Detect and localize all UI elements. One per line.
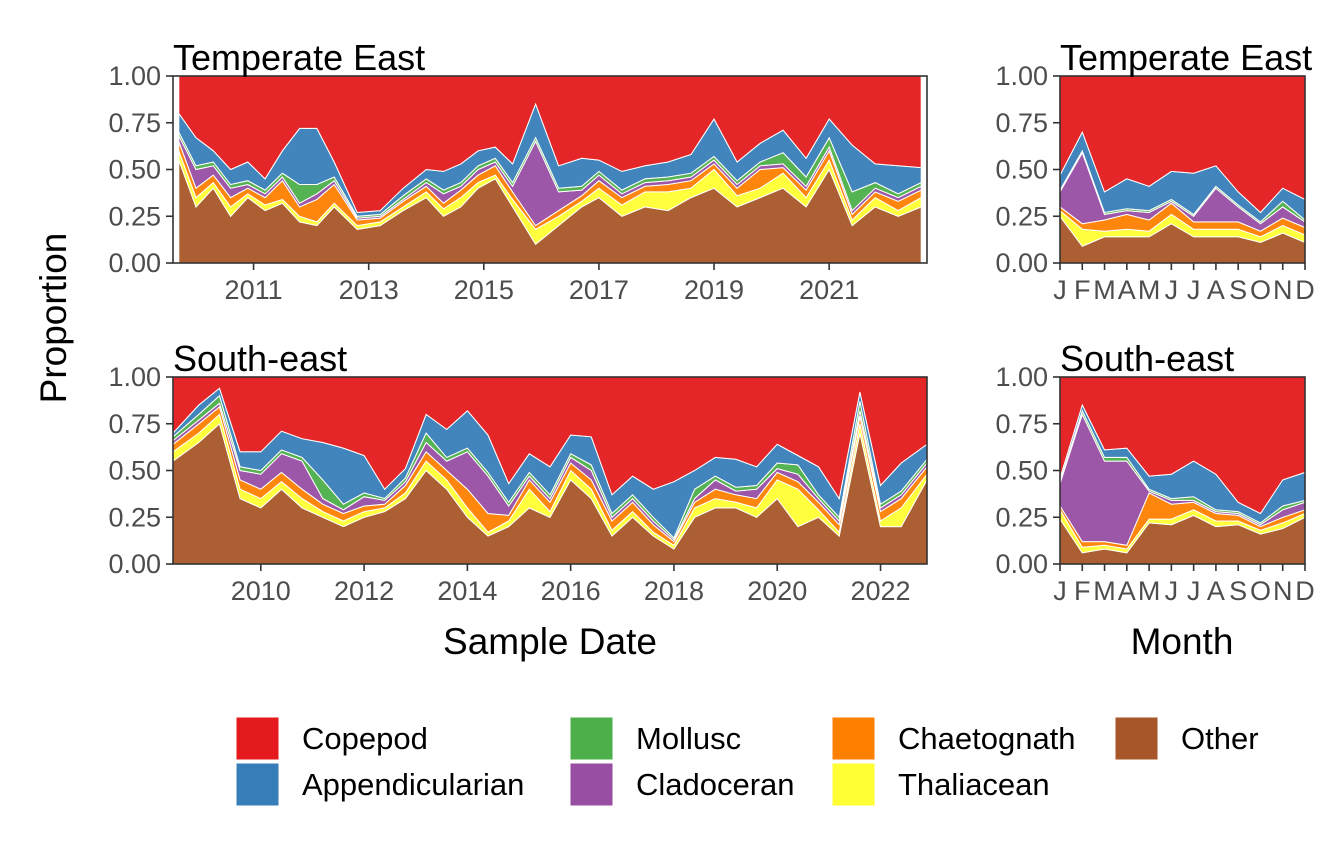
legend-item-cladoceran: Cladoceran xyxy=(569,762,795,807)
panel-month-temperate-east: 0.000.250.500.751.00J F M A M J J A S O N DTemperat… xyxy=(995,37,1314,305)
chart-panels: 0.00 0.25 0.50 0.75 1.00 2011 2013 2015 2017 2019… xyxy=(108,37,1314,606)
legend-item-appendicularian: Appendicularian xyxy=(235,762,524,807)
x-tick-label: J xyxy=(1187,576,1201,606)
panel-gap xyxy=(173,76,179,263)
legend-swatch xyxy=(1114,716,1159,761)
x-tick-label: 2013 xyxy=(339,275,399,305)
x-tick-label: 2015 xyxy=(454,275,514,305)
legend-item-mollusc: Mollusc xyxy=(569,716,741,761)
panel-time-temperate-east: 0.00 0.25 0.50 0.75 1.00 2011 2013 2015 2017 2019… xyxy=(108,37,928,305)
legend-swatch xyxy=(569,716,614,761)
x-tick-label: O xyxy=(1250,275,1271,305)
y-tick-label: 0.25 xyxy=(108,201,161,231)
legend-item-thaliacean: Thaliacean xyxy=(831,762,1050,807)
x-tick-label: 2022 xyxy=(850,576,910,606)
x-tick-label: M xyxy=(1093,576,1116,606)
x-tick-label: F xyxy=(1074,576,1091,606)
y-tick-label: 0.75 xyxy=(108,108,161,138)
y-tick-label: 0.25 xyxy=(995,201,1048,231)
panel-title: South-east xyxy=(173,338,347,379)
y-tick-label: 1.00 xyxy=(995,362,1048,392)
legend-label: Copepod xyxy=(302,721,428,756)
x-tick-label: 2018 xyxy=(644,576,704,606)
y-tick-label: 0.50 xyxy=(108,155,161,185)
legend: Copepod Appendicularian Mollusc Cladoceran C… xyxy=(235,716,1259,807)
x-tick-label: 2014 xyxy=(437,576,497,606)
x-tick-label: 2012 xyxy=(334,576,394,606)
panel-title: Temperate East xyxy=(1060,37,1312,78)
x-tick-label: S xyxy=(1229,576,1247,606)
y-tick-label: 1.00 xyxy=(108,362,161,392)
y-tick-label: 0.50 xyxy=(995,155,1048,185)
y-tick-label: 0.50 xyxy=(995,456,1048,486)
legend-swatch xyxy=(235,716,280,761)
panel-month-south-east: 0.000.250.500.751.00J F M A M J J A S O N DSouth-ea… xyxy=(995,338,1314,606)
y-tick-label: 1.00 xyxy=(108,61,161,91)
legend-label: Appendicularian xyxy=(302,767,524,802)
x-tick-label: M xyxy=(1138,275,1161,305)
x-tick-label: 2021 xyxy=(799,275,859,305)
legend-label: Other xyxy=(1181,721,1259,756)
legend-item-chaetognath: Chaetognath xyxy=(831,716,1076,761)
y-tick-label: 0.00 xyxy=(108,248,161,278)
legend-label: Thaliacean xyxy=(898,767,1050,802)
x-axis-title-month: Month xyxy=(1131,621,1234,662)
panel-title: South-east xyxy=(1060,338,1234,379)
x-tick-label: M xyxy=(1138,576,1161,606)
x-tick-label: 2016 xyxy=(541,576,601,606)
x-tick-label: A xyxy=(1118,576,1136,606)
legend-label: Cladoceran xyxy=(636,767,795,802)
y-tick-label: 0.25 xyxy=(108,502,161,532)
y-tick-label: 0.25 xyxy=(995,502,1048,532)
legend-label: Mollusc xyxy=(636,721,741,756)
x-tick-label: D xyxy=(1295,275,1315,305)
x-tick-label: J xyxy=(1053,275,1067,305)
x-tick-label: O xyxy=(1250,576,1271,606)
legend-swatch xyxy=(569,762,614,807)
x-tick-label: N xyxy=(1273,275,1293,305)
y-tick-label: 0.00 xyxy=(108,549,161,579)
x-tick-label: A xyxy=(1207,576,1225,606)
x-tick-label: N xyxy=(1273,576,1293,606)
legend-item-copepod: Copepod xyxy=(235,716,428,761)
y-tick-label: 0.75 xyxy=(995,108,1048,138)
panel-title: Temperate East xyxy=(173,37,425,78)
x-tick-label: A xyxy=(1118,275,1136,305)
x-tick-label: J xyxy=(1053,576,1067,606)
legend-label: Chaetognath xyxy=(898,721,1076,756)
x-tick-label: A xyxy=(1207,275,1225,305)
y-tick-label: 0.00 xyxy=(995,248,1048,278)
x-tick-label: M xyxy=(1093,275,1116,305)
legend-swatch xyxy=(831,762,876,807)
y-tick-label: 0.00 xyxy=(995,549,1048,579)
x-tick-label: J xyxy=(1165,275,1179,305)
x-tick-label: J xyxy=(1187,275,1201,305)
y-tick-label: 0.75 xyxy=(995,409,1048,439)
legend-swatch xyxy=(235,762,280,807)
panel-time-south-east: 0.00 0.25 0.50 0.75 1.00 2010 2012 2014 2016 2018… xyxy=(108,338,928,606)
x-tick-label: S xyxy=(1229,275,1247,305)
legend-item-other: Other xyxy=(1114,716,1259,761)
x-tick-label: 2017 xyxy=(569,275,629,305)
y-tick-label: 0.75 xyxy=(108,409,161,439)
legend-swatch xyxy=(831,716,876,761)
x-tick-label: 2011 xyxy=(225,275,283,305)
x-tick-label: D xyxy=(1295,576,1315,606)
x-tick-label: 2019 xyxy=(684,275,744,305)
y-tick-label: 1.00 xyxy=(995,61,1048,91)
y-tick-label: 0.50 xyxy=(108,456,161,486)
y-axis-title: Proportion xyxy=(33,233,74,404)
x-tick-label: 2020 xyxy=(747,576,807,606)
x-tick-label: F xyxy=(1074,275,1091,305)
x-axis-title-sample-date: Sample Date xyxy=(443,621,657,662)
x-tick-label: 2010 xyxy=(231,576,291,606)
x-tick-label: J xyxy=(1165,576,1179,606)
